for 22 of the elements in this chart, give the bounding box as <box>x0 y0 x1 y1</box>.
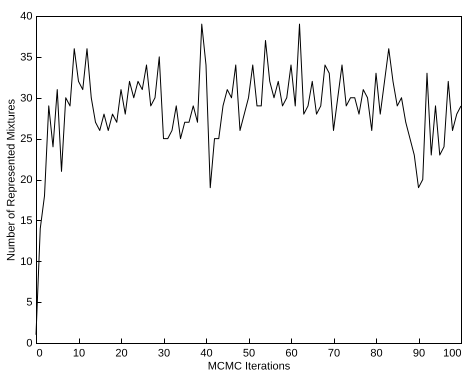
x-tick-label: 100 <box>443 348 462 360</box>
x-tick-label: 90 <box>412 348 426 360</box>
y-tick-label: 15 <box>20 214 32 227</box>
y-tick-label: 0 <box>26 338 32 350</box>
y-tick-label: 20 <box>20 174 32 186</box>
x-tick-label: 50 <box>242 348 256 360</box>
x-tick-label: 0 <box>36 348 43 360</box>
y-tick-label: 25 <box>20 133 32 146</box>
y-tick-label: 10 <box>20 256 32 268</box>
x-tick-label: 10 <box>72 348 86 360</box>
y-tick-label: 35 <box>20 51 32 64</box>
y-tick-label: 40 <box>20 10 32 22</box>
x-axis-title: MCMC Iterations <box>208 360 291 372</box>
x-tick-label: 30 <box>158 348 170 360</box>
x-tick-label: 60 <box>285 348 298 360</box>
y-tick-label: 5 <box>26 296 32 309</box>
x-tick-label: 80 <box>370 348 383 360</box>
x-tick-label: 70 <box>328 348 340 360</box>
y-tick-label: 30 <box>20 92 32 104</box>
x-tick-label: 20 <box>115 348 128 360</box>
y-axis-title: Number of Represented Mixtures <box>5 98 18 262</box>
x-tick-label: 40 <box>200 348 213 360</box>
